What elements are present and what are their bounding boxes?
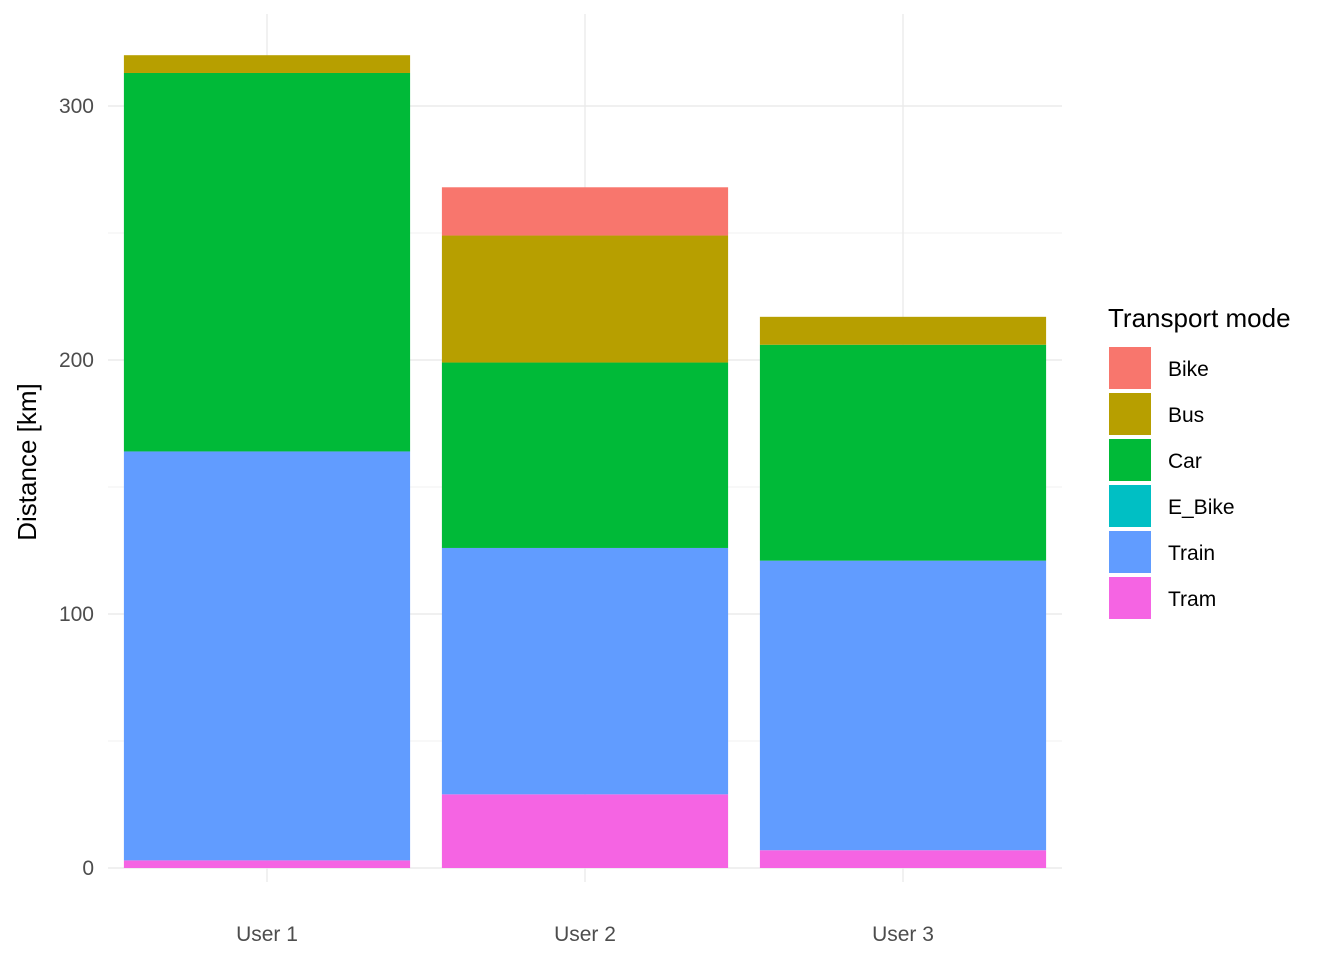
x-tick-label: User 1 xyxy=(236,923,298,946)
legend-key-tram xyxy=(1109,577,1151,619)
y-tick-labels: 0 100 200 300 xyxy=(59,95,94,880)
bar-tram-user-1 xyxy=(123,860,411,868)
y-tick-label: 0 xyxy=(82,857,94,880)
bar-bus-user-3 xyxy=(759,316,1047,345)
y-tick-label: 200 xyxy=(59,349,94,372)
bar-train-user-2 xyxy=(441,547,729,795)
x-tick-label: User 2 xyxy=(554,923,616,946)
legend-label-car: Car xyxy=(1168,450,1202,473)
legend-label-bus: Bus xyxy=(1168,404,1204,427)
bar-car-user-1 xyxy=(123,72,411,452)
bars xyxy=(123,55,1047,868)
bar-car-user-3 xyxy=(759,344,1047,561)
bar-bus-user-2 xyxy=(441,235,729,363)
bar-tram-user-2 xyxy=(441,794,729,868)
y-tick-label: 300 xyxy=(59,95,94,118)
y-axis-title: Distance [km] xyxy=(12,383,42,541)
legend-label-train: Train xyxy=(1168,542,1215,565)
bar-train-user-3 xyxy=(759,560,1047,851)
legend: Transport mode Bike Bus Car E_Bike Train Tram xyxy=(1108,303,1291,619)
legend-label-bike: Bike xyxy=(1168,358,1209,381)
legend-key-train xyxy=(1109,531,1151,573)
x-tick-label: User 3 xyxy=(872,923,934,946)
legend-key-car xyxy=(1109,439,1151,481)
legend-title: Transport mode xyxy=(1108,303,1291,333)
bar-train-user-1 xyxy=(123,451,411,861)
bar-bus-user-1 xyxy=(123,55,411,73)
x-tick-labels: User 1 User 2 User 3 xyxy=(236,923,934,946)
legend-label-tram: Tram xyxy=(1168,588,1216,611)
legend-key-bike xyxy=(1109,347,1151,389)
bar-car-user-2 xyxy=(441,362,729,548)
bar-tram-user-3 xyxy=(759,850,1047,868)
bar-bike-user-2 xyxy=(441,187,729,236)
y-tick-label: 100 xyxy=(59,603,94,626)
legend-key-e-bike xyxy=(1109,485,1151,527)
legend-key-bus xyxy=(1109,393,1151,435)
legend-label-e-bike: E_Bike xyxy=(1168,496,1235,519)
